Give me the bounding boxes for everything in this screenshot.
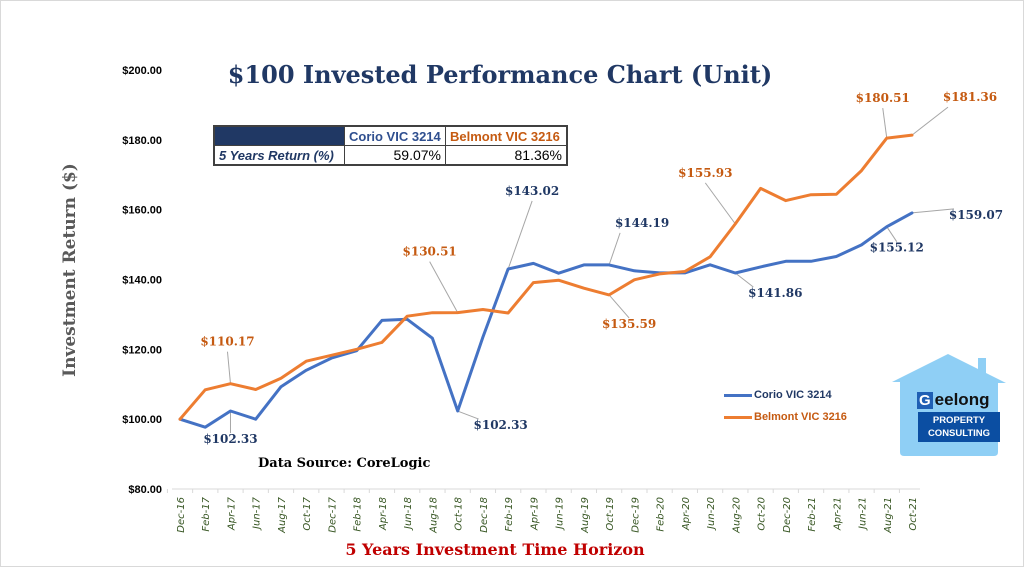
data-label: $130.51	[403, 245, 457, 259]
returns-table-row: 5 Years Return (%) 59.07% 81.36%	[213, 145, 568, 166]
x-tick-label: Feb-18	[353, 497, 364, 532]
legend-item-corio: Corio VIC 3214	[724, 384, 847, 406]
x-axis: Dec-16 Feb-17 Apr-17 Jun-17 Aug-17 Oct-17 Dec-…	[166, 488, 920, 534]
series-line-belmont	[178, 133, 914, 421]
header-corio: Corio VIC 3214	[344, 125, 446, 146]
x-tick-label: Jun-21	[858, 497, 869, 531]
x-tick-label: Feb-21	[807, 497, 818, 532]
x-axis-title: 5 Years Investment Time Horizon	[345, 540, 645, 559]
x-tick-label: Oct-17	[302, 496, 313, 530]
logo-line2: CONSULTING	[927, 428, 991, 439]
x-tick-label: Apr-17	[226, 496, 237, 531]
annotation-leader	[608, 294, 630, 319]
chart-title: $100 Invested Performance Chart (Unit)	[227, 60, 773, 89]
legend-item-belmont: Belmont VIC 3216	[724, 406, 847, 428]
annotation-leader	[507, 200, 533, 270]
annotation-leader	[886, 226, 898, 242]
legend-label-corio: Corio VIC 3214	[754, 389, 832, 401]
logo-initial: G	[917, 392, 933, 409]
legend-swatch-corio	[724, 393, 752, 397]
legend-swatch-belmont	[724, 415, 752, 419]
data-label: $143.02	[505, 184, 559, 198]
annotation-leader	[735, 272, 754, 288]
x-tick-label: Apr-21	[832, 497, 843, 531]
y-tick-label: $100.00	[122, 414, 162, 426]
series-lines	[178, 133, 914, 429]
data-label: $181.36	[943, 90, 997, 104]
x-tick-label: Dec-19	[630, 497, 641, 533]
y-axis: $80.00 $100.00 $120.00 $140.00 $160.00 $180.0…	[122, 65, 162, 496]
y-tick-label: $120.00	[122, 344, 162, 356]
y-axis-title: Investment Return ($)	[60, 163, 80, 377]
return-corio: 59.07%	[344, 145, 446, 166]
x-tick-label: Feb-20	[656, 497, 667, 532]
annotation-leader	[882, 107, 888, 139]
data-label: $159.07	[949, 208, 1003, 222]
data-annotations: $102.33 $102.33 $143.02 $144.19 $141.86 $155.…	[200, 90, 1003, 446]
x-tick-label: Apr-19	[529, 497, 540, 531]
annotation-leader	[608, 232, 621, 266]
legend-label-belmont: Belmont VIC 3216	[754, 411, 847, 423]
data-label: $155.12	[870, 241, 924, 255]
data-label: $141.86	[748, 286, 802, 300]
x-tick-label: Aug-19	[580, 497, 591, 534]
y-tick-label: $180.00	[122, 135, 162, 147]
returns-table: Corio VIC 3214 Belmont VIC 3216 5 Years …	[213, 125, 568, 166]
data-label: $102.33	[474, 418, 528, 432]
y-tick-label: $140.00	[122, 275, 162, 287]
header-belmont: Belmont VIC 3216	[445, 125, 568, 146]
logo-line1: PROPERTY	[932, 415, 986, 426]
annotation-leader	[457, 410, 479, 420]
x-tick-label: Dec-16	[176, 497, 187, 533]
series-line-corio	[178, 211, 914, 429]
annotation-leader	[704, 182, 736, 225]
legend: Corio VIC 3214 Belmont VIC 3216	[724, 384, 847, 428]
data-label: $144.19	[615, 216, 669, 230]
x-tick-label: Jun-20	[706, 497, 717, 531]
y-tick-label: $80.00	[128, 484, 162, 496]
annotation-leader	[911, 106, 949, 136]
x-tick-label: Dec-17	[327, 496, 338, 532]
annotation-leader	[429, 261, 459, 313]
x-tick-label: Apr-18	[378, 497, 389, 531]
returns-table-header: Corio VIC 3214 Belmont VIC 3216	[213, 125, 568, 146]
x-tick-label: Oct-21	[908, 497, 919, 531]
data-source-note: Data Source: CoreLogic	[258, 456, 431, 471]
logo-subtitle: PROPERTY CONSULTING	[918, 412, 1000, 442]
data-label: $110.17	[200, 335, 254, 349]
annotation-leaders	[226, 106, 955, 434]
data-label: $155.93	[678, 166, 732, 180]
x-tick-label: Aug-21	[883, 497, 894, 534]
data-label: $180.51	[856, 91, 910, 105]
return-belmont: 81.36%	[445, 145, 568, 166]
x-tick-label: Jun-17	[252, 496, 263, 531]
x-tick-label: Feb-17	[201, 496, 212, 531]
annotation-leader	[911, 208, 955, 214]
row-label: 5 Years Return (%)	[213, 145, 345, 166]
x-axis-title-wrap: 5 Years Investment Time Horizon	[0, 540, 900, 559]
x-tick-label: Aug-20	[731, 497, 742, 534]
annotation-leader	[226, 351, 231, 384]
data-label: $102.33	[203, 432, 257, 446]
x-tick-label: Dec-20	[782, 497, 793, 533]
x-tick-label: Jun-19	[555, 497, 566, 531]
x-tick-label: Dec-18	[479, 497, 490, 533]
x-tick-label: Aug-17	[277, 496, 288, 533]
x-tick-label: Aug-18	[428, 497, 439, 534]
x-tick-label: Jun-18	[403, 497, 414, 531]
logo-word: eelong	[934, 390, 990, 409]
x-tick-label: Oct-19	[605, 497, 616, 531]
x-tick-label: Apr-20	[681, 497, 692, 531]
y-tick-label: $200.00	[122, 65, 162, 77]
x-tick-label: Oct-18	[454, 497, 465, 531]
x-tick-label: Oct-20	[757, 497, 768, 531]
header-blank-cell	[213, 125, 345, 146]
x-tick-label: Feb-19	[504, 497, 515, 532]
y-tick-label: $160.00	[122, 205, 162, 217]
data-label: $135.59	[602, 317, 656, 331]
